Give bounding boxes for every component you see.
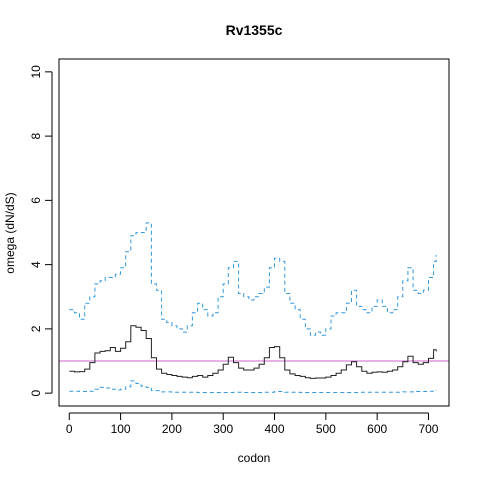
x-tick-label: 400 <box>265 422 285 436</box>
y-axis-label: omega (dN/dS) <box>3 192 17 273</box>
y-tick-label: 0 <box>29 389 43 396</box>
plot-frame <box>58 58 450 407</box>
x-tick-label: 500 <box>316 422 336 436</box>
x-tick-label: 300 <box>213 422 233 436</box>
series-line-0 <box>69 222 437 336</box>
plot-marks: 0 100 200 300 400 500 600 700 0 2 4 6 8 10 <box>29 65 449 436</box>
y-tick-label: 2 <box>29 325 43 332</box>
x-tick-label: 700 <box>418 422 438 436</box>
y-tick-label: 8 <box>29 132 43 139</box>
y-tick-label: 4 <box>29 261 43 268</box>
x-tick-label: 200 <box>162 422 182 436</box>
y-tick-label: 6 <box>29 197 43 204</box>
chart-title: Rv1355c <box>226 22 283 38</box>
series-line-2 <box>69 380 437 393</box>
x-tick-label: 600 <box>367 422 387 436</box>
x-axis-label: codon <box>238 451 271 465</box>
x-tick-label: 100 <box>111 422 131 436</box>
x-tick-label: 0 <box>66 422 73 436</box>
y-tick-label: 10 <box>29 65 43 79</box>
series-line-1 <box>69 325 437 379</box>
